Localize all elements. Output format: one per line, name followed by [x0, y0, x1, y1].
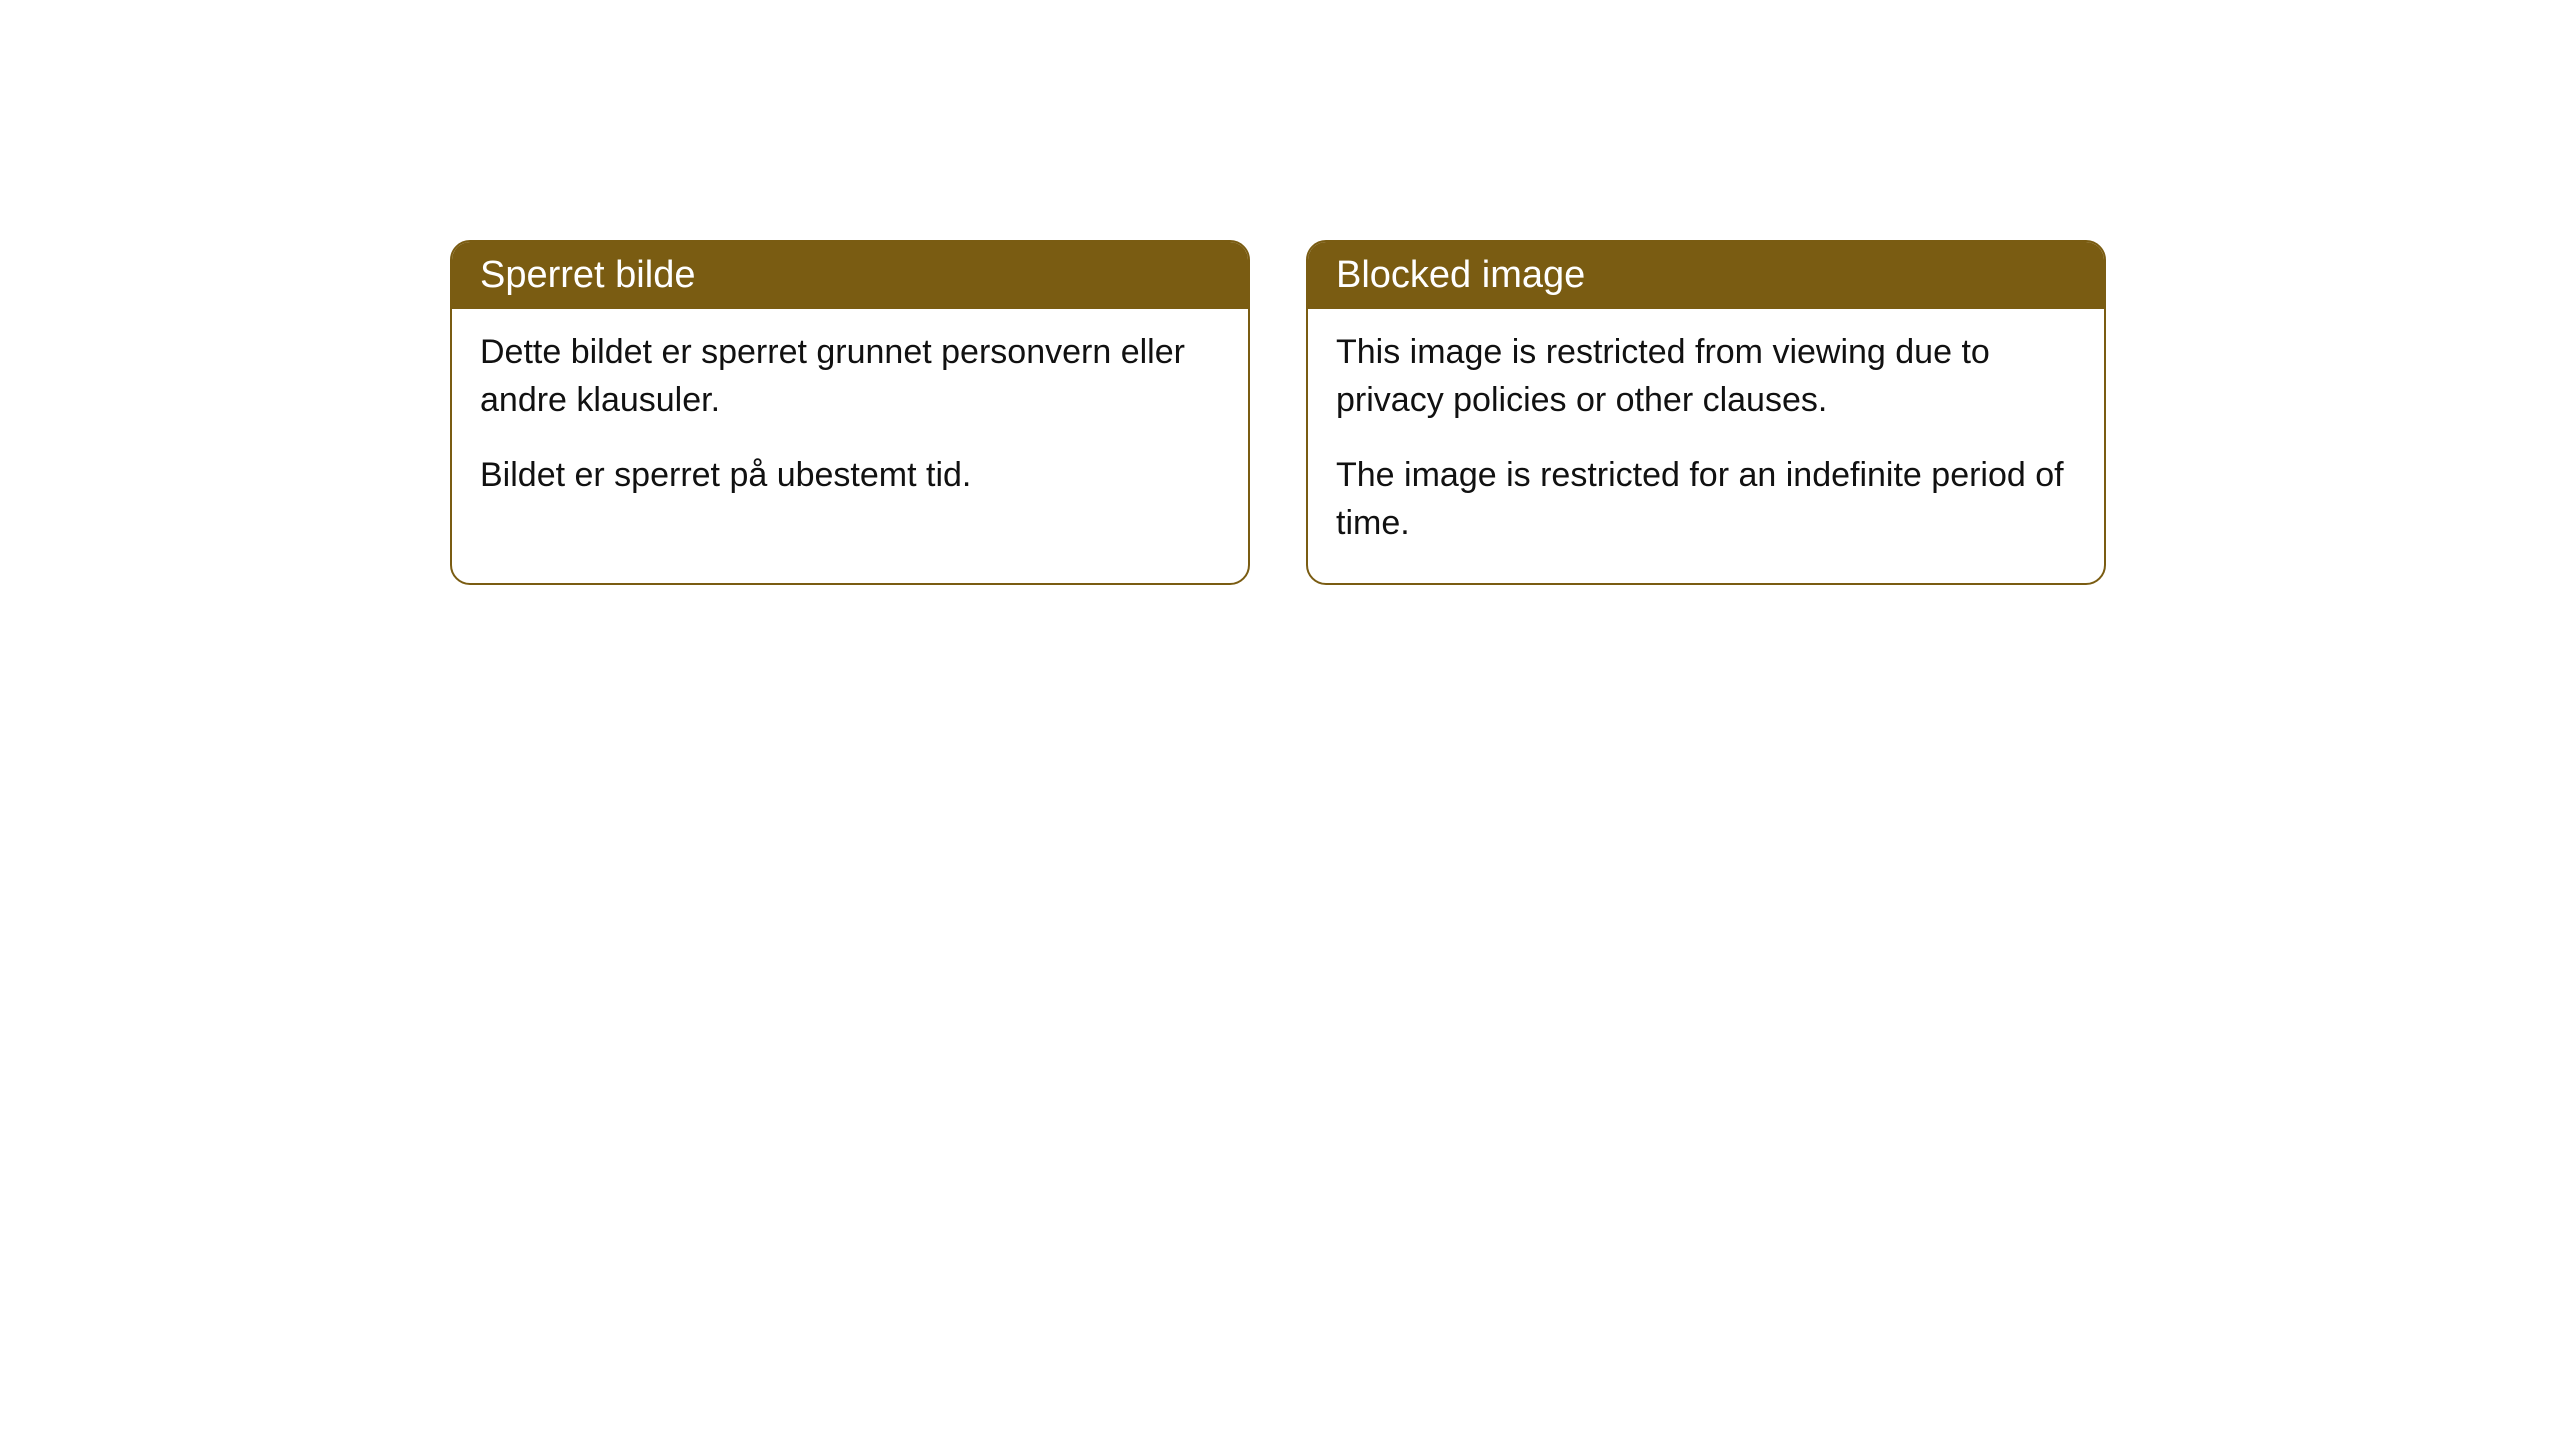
blocked-image-card-norwegian: Sperret bilde Dette bildet er sperret gr… — [450, 240, 1250, 585]
card-title-norwegian: Sperret bilde — [480, 254, 695, 296]
card-paragraph-2-norwegian: Bildet er sperret på ubestemt tid. — [480, 452, 1220, 500]
cards-container: Sperret bilde Dette bildet er sperret gr… — [450, 240, 2560, 585]
card-body-english: This image is restricted from viewing du… — [1308, 309, 2104, 583]
card-body-norwegian: Dette bildet er sperret grunnet personve… — [452, 309, 1248, 536]
card-paragraph-1-norwegian: Dette bildet er sperret grunnet personve… — [480, 329, 1220, 424]
card-paragraph-2-english: The image is restricted for an indefinit… — [1336, 452, 2076, 547]
card-header-english: Blocked image — [1308, 242, 2104, 309]
card-paragraph-1-english: This image is restricted from viewing du… — [1336, 329, 2076, 424]
card-header-norwegian: Sperret bilde — [452, 242, 1248, 309]
card-title-english: Blocked image — [1336, 254, 1585, 296]
blocked-image-card-english: Blocked image This image is restricted f… — [1306, 240, 2106, 585]
